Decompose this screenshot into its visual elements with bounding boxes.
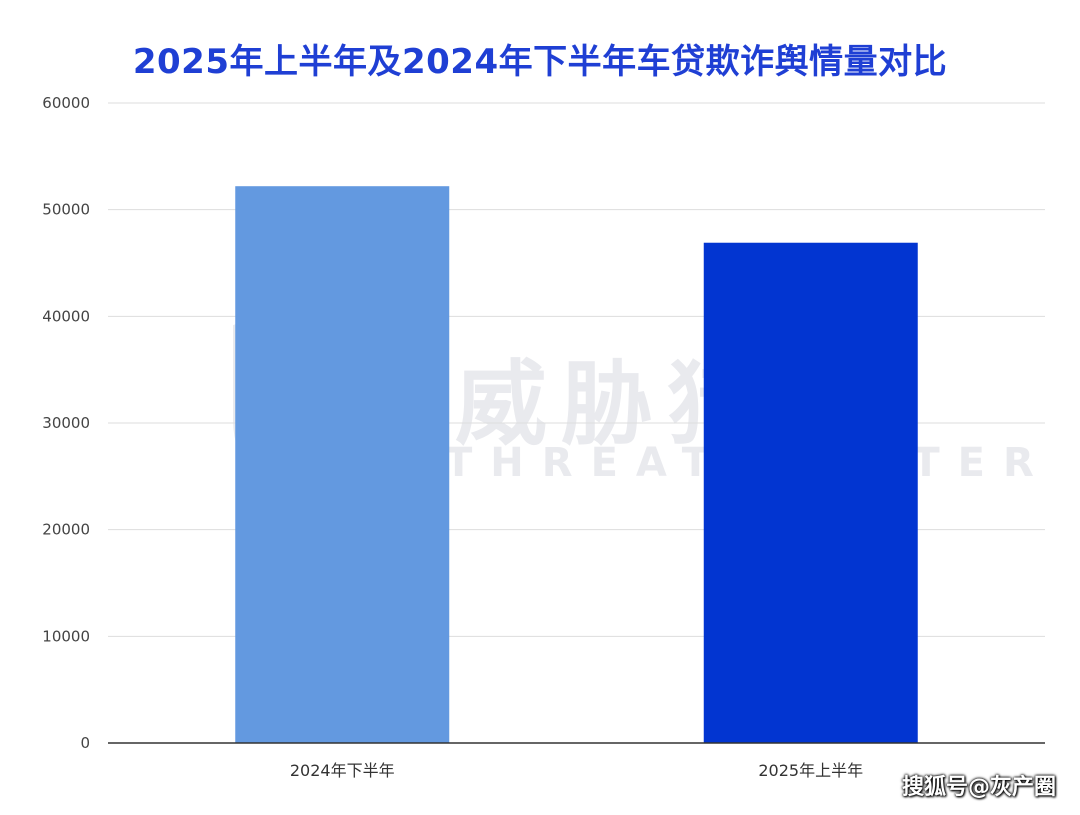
x-category-label: 2024年下半年 [290,761,395,780]
y-tick-label: 30000 [42,414,90,432]
y-tick-label: 40000 [42,307,90,325]
bar-1 [703,242,918,743]
y-tick-label: 10000 [42,627,90,645]
y-tick-label: 20000 [42,521,90,539]
y-tick-label: 50000 [42,201,90,219]
bar-0 [235,186,450,743]
y-tick-label: 60000 [42,94,90,112]
chart-title: 2025年上半年及2024年下半年车贷欺诈舆情量对比 [132,42,948,82]
x-category-label: 2025年上半年 [758,761,863,780]
source-watermark: 搜狐号@灰产圈 [901,775,1056,800]
y-tick-label: 0 [80,734,90,752]
